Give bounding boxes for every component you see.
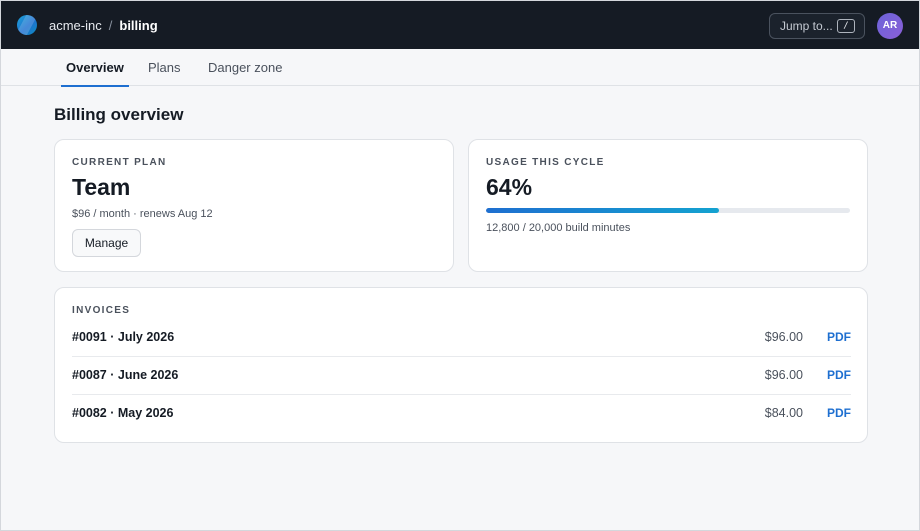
invoice-title: #0091 · July 2026 [72,330,175,344]
breadcrumb-org[interactable]: acme-inc [49,18,102,33]
invoice-pdf-link[interactable]: PDF [827,406,851,420]
page-title: Billing overview [54,105,184,124]
usage-card: USAGE THIS CYCLE 64% 12,800 / 20,000 bui… [468,139,868,272]
tab-plans[interactable]: Plans [148,60,181,75]
invoice-row: #0087 · June 2026 $96.00 PDF [72,357,851,395]
circle-logo-icon[interactable] [17,15,37,35]
invoices-card: INVOICES #0091 · July 2026 $96.00 PDF #0… [54,287,868,443]
breadcrumb: acme-inc / billing [49,17,158,35]
current-plan-card: CURRENT PLAN Team $96 / month · renews A… [54,139,454,272]
breadcrumb-separator: / [108,18,113,33]
jump-to-button[interactable]: Jump to... / [769,13,865,39]
current-plan-label: CURRENT PLAN [72,157,167,168]
usage-label: USAGE THIS CYCLE [486,157,605,168]
usage-details: 12,800 / 20,000 build minutes [486,222,631,234]
top-bar: acme-inc / billing Jump to... / AR [1,1,919,49]
invoice-title: #0087 · June 2026 [72,368,179,382]
user-avatar[interactable]: AR [877,13,903,39]
usage-progress-fill [486,208,719,213]
invoice-row: #0082 · May 2026 $84.00 PDF [72,395,851,433]
invoice-row: #0091 · July 2026 $96.00 PDF [72,319,851,357]
tab-overview[interactable]: Overview [61,49,129,87]
jump-to-label: Jump to... [780,19,833,33]
invoice-amount: $96.00 [764,330,803,344]
plan-name: Team [72,174,131,200]
invoice-pdf-link[interactable]: PDF [827,368,851,382]
plan-details: $96 / month · renews Aug 12 [72,208,213,220]
tab-bar: Overview Plans Danger zone [1,49,919,87]
invoices-label: INVOICES [72,305,131,316]
tab-danger-zone[interactable]: Danger zone [208,60,283,75]
invoice-amount: $84.00 [764,406,803,420]
manage-button[interactable]: Manage [72,229,141,257]
keyboard-shortcut-badge: / [837,19,855,33]
breadcrumb-page: billing [119,18,158,33]
invoice-amount: $96.00 [764,368,803,382]
invoice-pdf-link[interactable]: PDF [827,330,851,344]
usage-percent: 64% [486,174,533,200]
usage-progress-bar [486,208,850,213]
invoice-title: #0082 · May 2026 [72,406,174,420]
